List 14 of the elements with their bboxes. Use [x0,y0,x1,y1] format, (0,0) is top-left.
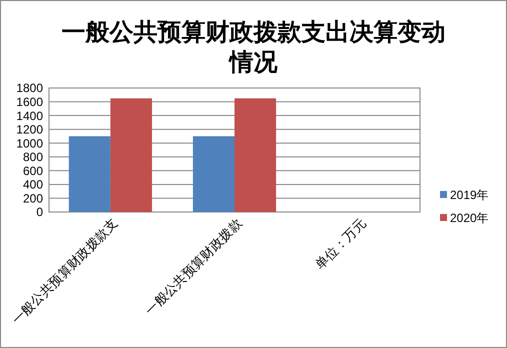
y-tick-label: 1800 [16,81,44,96]
y-tick-label: 1000 [16,136,44,150]
y-tick-label: 1400 [16,108,44,123]
y-tick-label: 800 [22,150,44,164]
x-tick-label: 一般公共预算财政拨款 [142,216,245,318]
legend-label: 2019年 [450,188,489,202]
x-tick-label: 单位：万元 [312,216,369,272]
chart-title: 一般公共预算财政拨款支出决算变动情况 [62,18,446,76]
y-tick-label: 400 [22,178,44,192]
y-tick-label: 200 [22,191,44,206]
legend-label: 2020年 [450,211,489,226]
y-tick-label: 1600 [16,94,44,109]
y-tick-label: 1200 [16,122,44,137]
y-tick-label: 600 [22,164,44,178]
